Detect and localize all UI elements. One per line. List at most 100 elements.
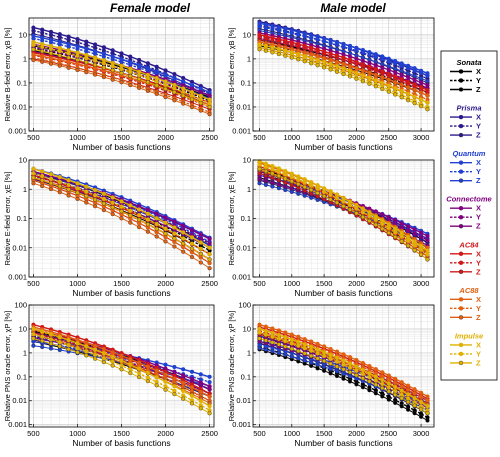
data-point — [163, 231, 168, 236]
data-point — [322, 354, 327, 359]
data-point — [412, 73, 417, 78]
data-point — [373, 374, 378, 379]
x-tick-label: 2000 — [157, 429, 174, 438]
data-point — [181, 241, 186, 246]
data-point — [360, 376, 365, 381]
data-point — [283, 335, 288, 340]
data-point — [270, 340, 275, 345]
data-point — [309, 187, 314, 192]
data-point — [101, 201, 106, 206]
data-point — [399, 63, 404, 68]
data-point — [309, 360, 314, 365]
data-point — [309, 339, 314, 344]
series — [31, 39, 212, 102]
legend-swatch-marker — [458, 224, 464, 229]
data-point — [270, 349, 275, 354]
data-point — [257, 322, 262, 327]
data-point — [84, 194, 89, 199]
data-point — [119, 80, 124, 85]
data-point — [425, 78, 430, 84]
data-point — [119, 353, 124, 358]
legend-swatch-marker — [458, 114, 464, 120]
data-point — [75, 57, 80, 62]
data-point — [40, 344, 45, 350]
data-point — [328, 366, 333, 372]
data-point — [328, 197, 333, 202]
data-point — [92, 193, 98, 198]
x-tick-label: 1000 — [69, 133, 86, 142]
data-point — [189, 250, 195, 255]
data-point — [380, 212, 385, 217]
data-point — [386, 215, 391, 220]
data-point — [110, 354, 115, 360]
data-point — [198, 100, 203, 106]
data-point — [354, 211, 359, 216]
series-line — [259, 36, 428, 94]
y-tick-label: 10 — [243, 30, 251, 39]
data-point — [276, 350, 281, 355]
data-point — [347, 374, 353, 379]
data-point — [92, 352, 98, 357]
data-point — [172, 225, 177, 230]
chart-panel: 500 1000 1500 2000 2500 3000 0.001 0.01 0.1 1 10 Nu… — [227, 156, 435, 298]
series-line — [259, 35, 428, 89]
data-point — [399, 388, 404, 393]
data-point — [181, 230, 186, 235]
y-tick-label: 0.001 — [8, 127, 27, 136]
x-tick-label: 1000 — [69, 429, 86, 438]
data-point — [425, 248, 430, 253]
data-point — [257, 330, 262, 335]
series — [257, 42, 430, 105]
data-point — [128, 367, 133, 372]
data-point — [309, 183, 314, 188]
data-point — [263, 169, 268, 174]
data-point — [189, 369, 195, 374]
data-point — [110, 64, 115, 69]
data-point — [101, 196, 106, 201]
data-point — [276, 342, 281, 347]
data-point — [198, 93, 203, 98]
y-tick-label: 10 — [243, 156, 251, 165]
data-point — [386, 373, 391, 378]
data-point — [181, 75, 186, 81]
data-point — [172, 364, 177, 370]
data-point — [66, 182, 71, 188]
data-point — [393, 230, 398, 235]
data-point — [412, 239, 417, 244]
legend-group-title: Impulse — [455, 331, 483, 340]
data-point — [315, 362, 320, 367]
data-point — [198, 89, 203, 95]
x-tick-label: 2500 — [201, 279, 218, 288]
data-point — [101, 54, 106, 59]
data-point — [84, 56, 89, 61]
data-point — [48, 46, 54, 51]
data-point — [145, 80, 150, 85]
data-point — [322, 344, 327, 349]
data-point — [283, 352, 288, 357]
data-point — [75, 67, 80, 73]
data-point — [386, 225, 391, 231]
data-point — [172, 231, 177, 236]
series-line — [33, 46, 210, 101]
data-point — [341, 376, 346, 381]
data-point — [289, 31, 294, 36]
data-point — [66, 59, 71, 64]
data-point — [347, 379, 353, 384]
x-axis-label: Number of basis functions — [72, 288, 170, 298]
x-axis-label: Number of basis functions — [72, 438, 170, 448]
legend-entry-label: Z — [476, 85, 481, 94]
data-point — [406, 85, 411, 90]
data-point — [48, 341, 54, 346]
data-point — [57, 53, 62, 58]
data-point — [289, 174, 294, 179]
data-point — [373, 367, 378, 372]
data-point — [66, 343, 71, 348]
data-point — [412, 227, 417, 232]
data-point — [31, 166, 36, 171]
data-point — [406, 228, 411, 233]
data-point — [406, 66, 411, 71]
data-point — [412, 387, 417, 392]
data-point — [84, 49, 89, 54]
data-point — [101, 208, 106, 213]
data-point — [289, 354, 294, 359]
